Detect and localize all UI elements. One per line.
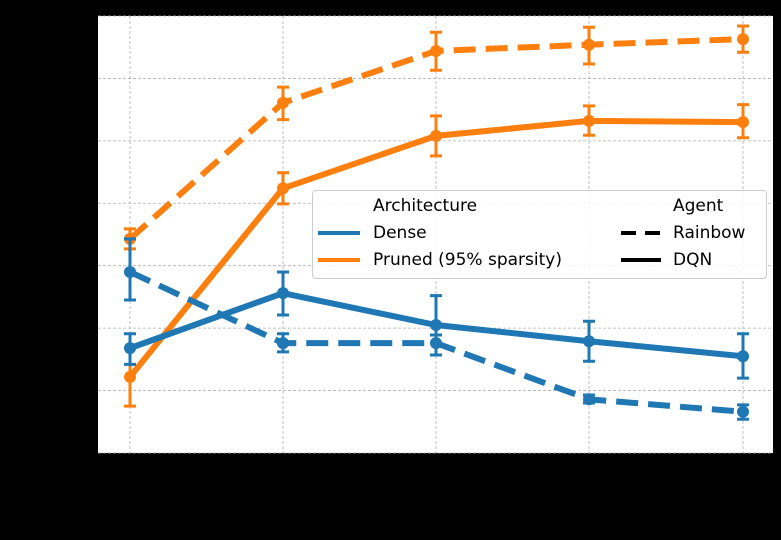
data-point-marker (277, 96, 289, 109)
legend-agent-title: Agent (673, 196, 724, 216)
legend-swatch-dqn (621, 258, 661, 262)
legend-label-dqn: DQN (673, 250, 713, 270)
data-point-marker (430, 44, 442, 57)
data-point-marker (124, 342, 136, 355)
series-group (124, 24, 749, 421)
data-point-marker (737, 116, 749, 129)
legend-entry-dense: Dense (313, 221, 613, 245)
legend-label-pruned: Pruned (95% sparsity) (373, 250, 562, 270)
legend-swatch-pruned (318, 258, 360, 262)
series-dense-dqn (124, 270, 749, 380)
data-point-marker (583, 393, 595, 406)
data-point-marker (277, 287, 289, 300)
legend-entry-rainbow: Rainbow (613, 221, 768, 245)
data-point-marker (583, 335, 595, 348)
legend-entry-dqn: DQN (613, 248, 768, 272)
data-point-marker (737, 350, 749, 363)
data-point-marker (277, 182, 289, 195)
legend-architecture-title: Architecture (373, 196, 478, 216)
legend-label-dense: Dense (373, 223, 427, 243)
data-point-marker (277, 337, 289, 350)
series-pruned-95-sparsity-dqn (124, 103, 749, 408)
data-point-marker (124, 370, 136, 383)
data-point-marker (430, 319, 442, 332)
legend-entry-pruned: Pruned (95% sparsity) (313, 248, 613, 272)
data-point-marker (737, 33, 749, 46)
data-point-marker (430, 129, 442, 142)
legend-swatch-rainbow (621, 231, 661, 235)
legend-label-rainbow: Rainbow (673, 223, 746, 243)
data-point-marker (583, 114, 595, 127)
legend-swatch-dense (318, 231, 360, 235)
data-point-marker (124, 265, 136, 278)
legend: Architecture Dense Pruned (95% sparsity)… (312, 190, 767, 279)
data-point-marker (583, 38, 595, 51)
data-point-marker (737, 405, 749, 418)
